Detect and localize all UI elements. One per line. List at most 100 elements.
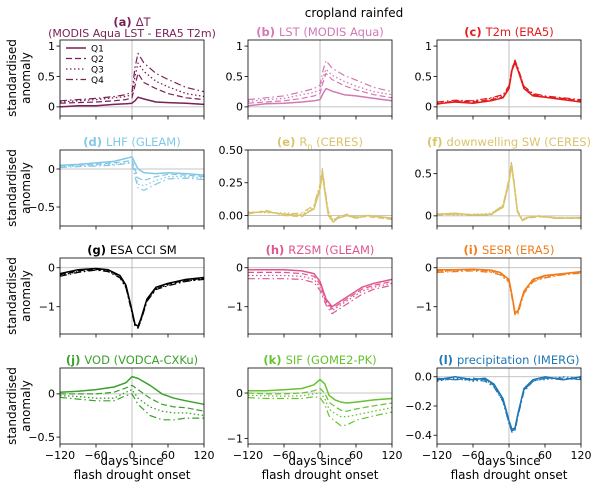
panel-b: 0 0.5 1 (b) LST (MODIS Aqua) (226, 25, 393, 120)
legend-label-q1: Q1 (91, 45, 104, 55)
panel-d: 0 −0.5 (d) LHF (GLEAM) (28, 135, 205, 230)
series-q1 (248, 378, 393, 404)
figure-suptitle: cropland rainfed (305, 6, 403, 20)
series-q2 (247, 387, 393, 412)
panel-title: (h) RZSM (GLEAM) (266, 243, 375, 257)
series-q2 (59, 72, 205, 104)
y-tick-label: 0 (48, 388, 55, 401)
series-q2 (59, 159, 205, 181)
y-tick-label: 1 (236, 40, 243, 53)
y-tick-label: −0.2 (405, 400, 432, 413)
panels: 00.51(a) ΔT(MODIS Aqua LST - ERA5 T2m)00… (28, 15, 591, 462)
y-tick-label: −0.5 (28, 431, 55, 444)
x-tick-label: −120 (45, 449, 75, 462)
panel-g: 0 −1 (g) ESA CCI SM (39, 243, 205, 338)
y-tick-label: 0 (48, 101, 55, 114)
panel-k: 0 −1 −120 −60 0 60 120 (k) SIF (GOME2-PK) (227, 353, 403, 462)
series-q1 (248, 268, 393, 308)
y-tick-label: 0 (425, 210, 432, 223)
x-tick-label: 120 (571, 449, 592, 462)
y-tick-label: 0.5 (415, 167, 433, 180)
panel-j: 0 −0.5 −120 −60 0 60 120 (j) VOD (VODCA-CXKu) (28, 353, 214, 462)
series-q3 (248, 274, 393, 312)
y-tick-label: 0.25 (219, 177, 244, 190)
y-tick-label: 0 (236, 101, 243, 114)
panel-title: (i) SESR (ERA5) (464, 243, 555, 257)
y-tick-label: 0 (48, 163, 55, 176)
x-tick-label: 0 (506, 449, 513, 462)
series-q1 (59, 156, 205, 176)
series-q1 (59, 375, 205, 406)
x-axis-label: days since flash drought onset (451, 454, 568, 482)
panel-title: (e) Rn (CERES) (277, 135, 363, 151)
series-q3 (247, 169, 393, 222)
legend-label-q2: Q2 (91, 55, 104, 65)
series-q4 (436, 59, 582, 103)
panel-title: (b) LST (MODIS Aqua) (256, 25, 384, 39)
x-tick-label: −60 (272, 449, 295, 462)
series-q1 (247, 87, 393, 107)
y-tick-label: −0.4 (405, 429, 432, 442)
series-q3 (59, 388, 205, 417)
y-tick-label: −1 (227, 432, 243, 445)
series-q3 (247, 68, 393, 103)
y-tick-label: 0.50 (219, 144, 244, 157)
series-q4 (59, 393, 204, 421)
series-q1 (59, 96, 205, 108)
x-tick-label: 60 (538, 449, 552, 462)
y-axis-label: standardisedanomaly (5, 257, 33, 335)
panel-l: 0.0 −0.2 −0.4 −120 −60 0 60 120 (l) precipitatio… (405, 353, 591, 462)
y-tick-label: 0 (236, 262, 243, 275)
series-q4 (247, 167, 393, 220)
series-q3 (436, 60, 582, 104)
x-tick-label: −60 (461, 449, 484, 462)
series-q3 (59, 160, 205, 187)
y-tick-label: 1 (425, 40, 432, 53)
x-tick-label: 60 (161, 449, 175, 462)
series-q4 (437, 161, 581, 220)
y-tick-label: 0 (48, 262, 55, 275)
series-q2 (248, 271, 393, 310)
y-tick-label: 0 (425, 101, 432, 114)
legend-label-q3: Q3 (91, 66, 104, 76)
series-q4 (436, 270, 582, 316)
x-tick-label: 0 (317, 449, 324, 462)
panel-title: (j) VOD (VODCA-CXKu) (66, 353, 198, 367)
panel-a: 0 0.5 1 (a) ΔT(MODIS Aqua LST - ERA5 T2m) (38, 15, 216, 120)
y-tick-label: 0.0 (415, 371, 433, 384)
series-q3 (247, 392, 393, 418)
panel-title: (f) downwelling SW (CERES) (427, 135, 591, 149)
y-tick-label: 0.5 (226, 70, 244, 83)
series-q4 (59, 162, 205, 191)
panel-c: 0 0.5 1 (c) T2m (ERA5) (415, 25, 582, 120)
panel-i: 0 −1 (i) SESR (ERA5) (416, 243, 582, 338)
y-axis-label: standardisedanomaly (5, 149, 33, 227)
series-q4 (247, 60, 393, 101)
series-q3 (59, 62, 205, 103)
series-q4 (247, 396, 393, 427)
y-axis-label: standardisedanomaly (5, 367, 33, 445)
x-tick-label: 120 (382, 449, 403, 462)
series-q2 (60, 384, 205, 412)
y-tick-label: 0 (236, 387, 243, 400)
y-tick-label: 0.5 (38, 70, 56, 83)
panel-title: (k) SIF (GOME2-PK) (263, 353, 376, 367)
series-q4 (248, 278, 393, 315)
panel-title: (l) precipitation (IMERG) (438, 353, 579, 367)
panel-title: (c) T2m (ERA5) (464, 25, 554, 39)
y-tick-label: −1 (416, 301, 432, 314)
y-tick-label: 0.00 (219, 209, 244, 222)
series-q2 (247, 72, 393, 104)
panel-title: (a) ΔT (113, 15, 151, 29)
x-axis-labels: days since flash drought onset days since f… (74, 454, 568, 482)
y-tick-label: 0 (425, 262, 432, 275)
y-axis-label: standardisedanomaly (5, 39, 33, 117)
y-tick-label: 1 (48, 40, 55, 53)
y-tick-label: 0.5 (415, 70, 433, 83)
y-tick-label: −1 (39, 301, 55, 314)
x-tick-label: −120 (422, 449, 452, 462)
legend-label-q4: Q4 (91, 76, 104, 86)
x-tick-label: 60 (349, 449, 363, 462)
